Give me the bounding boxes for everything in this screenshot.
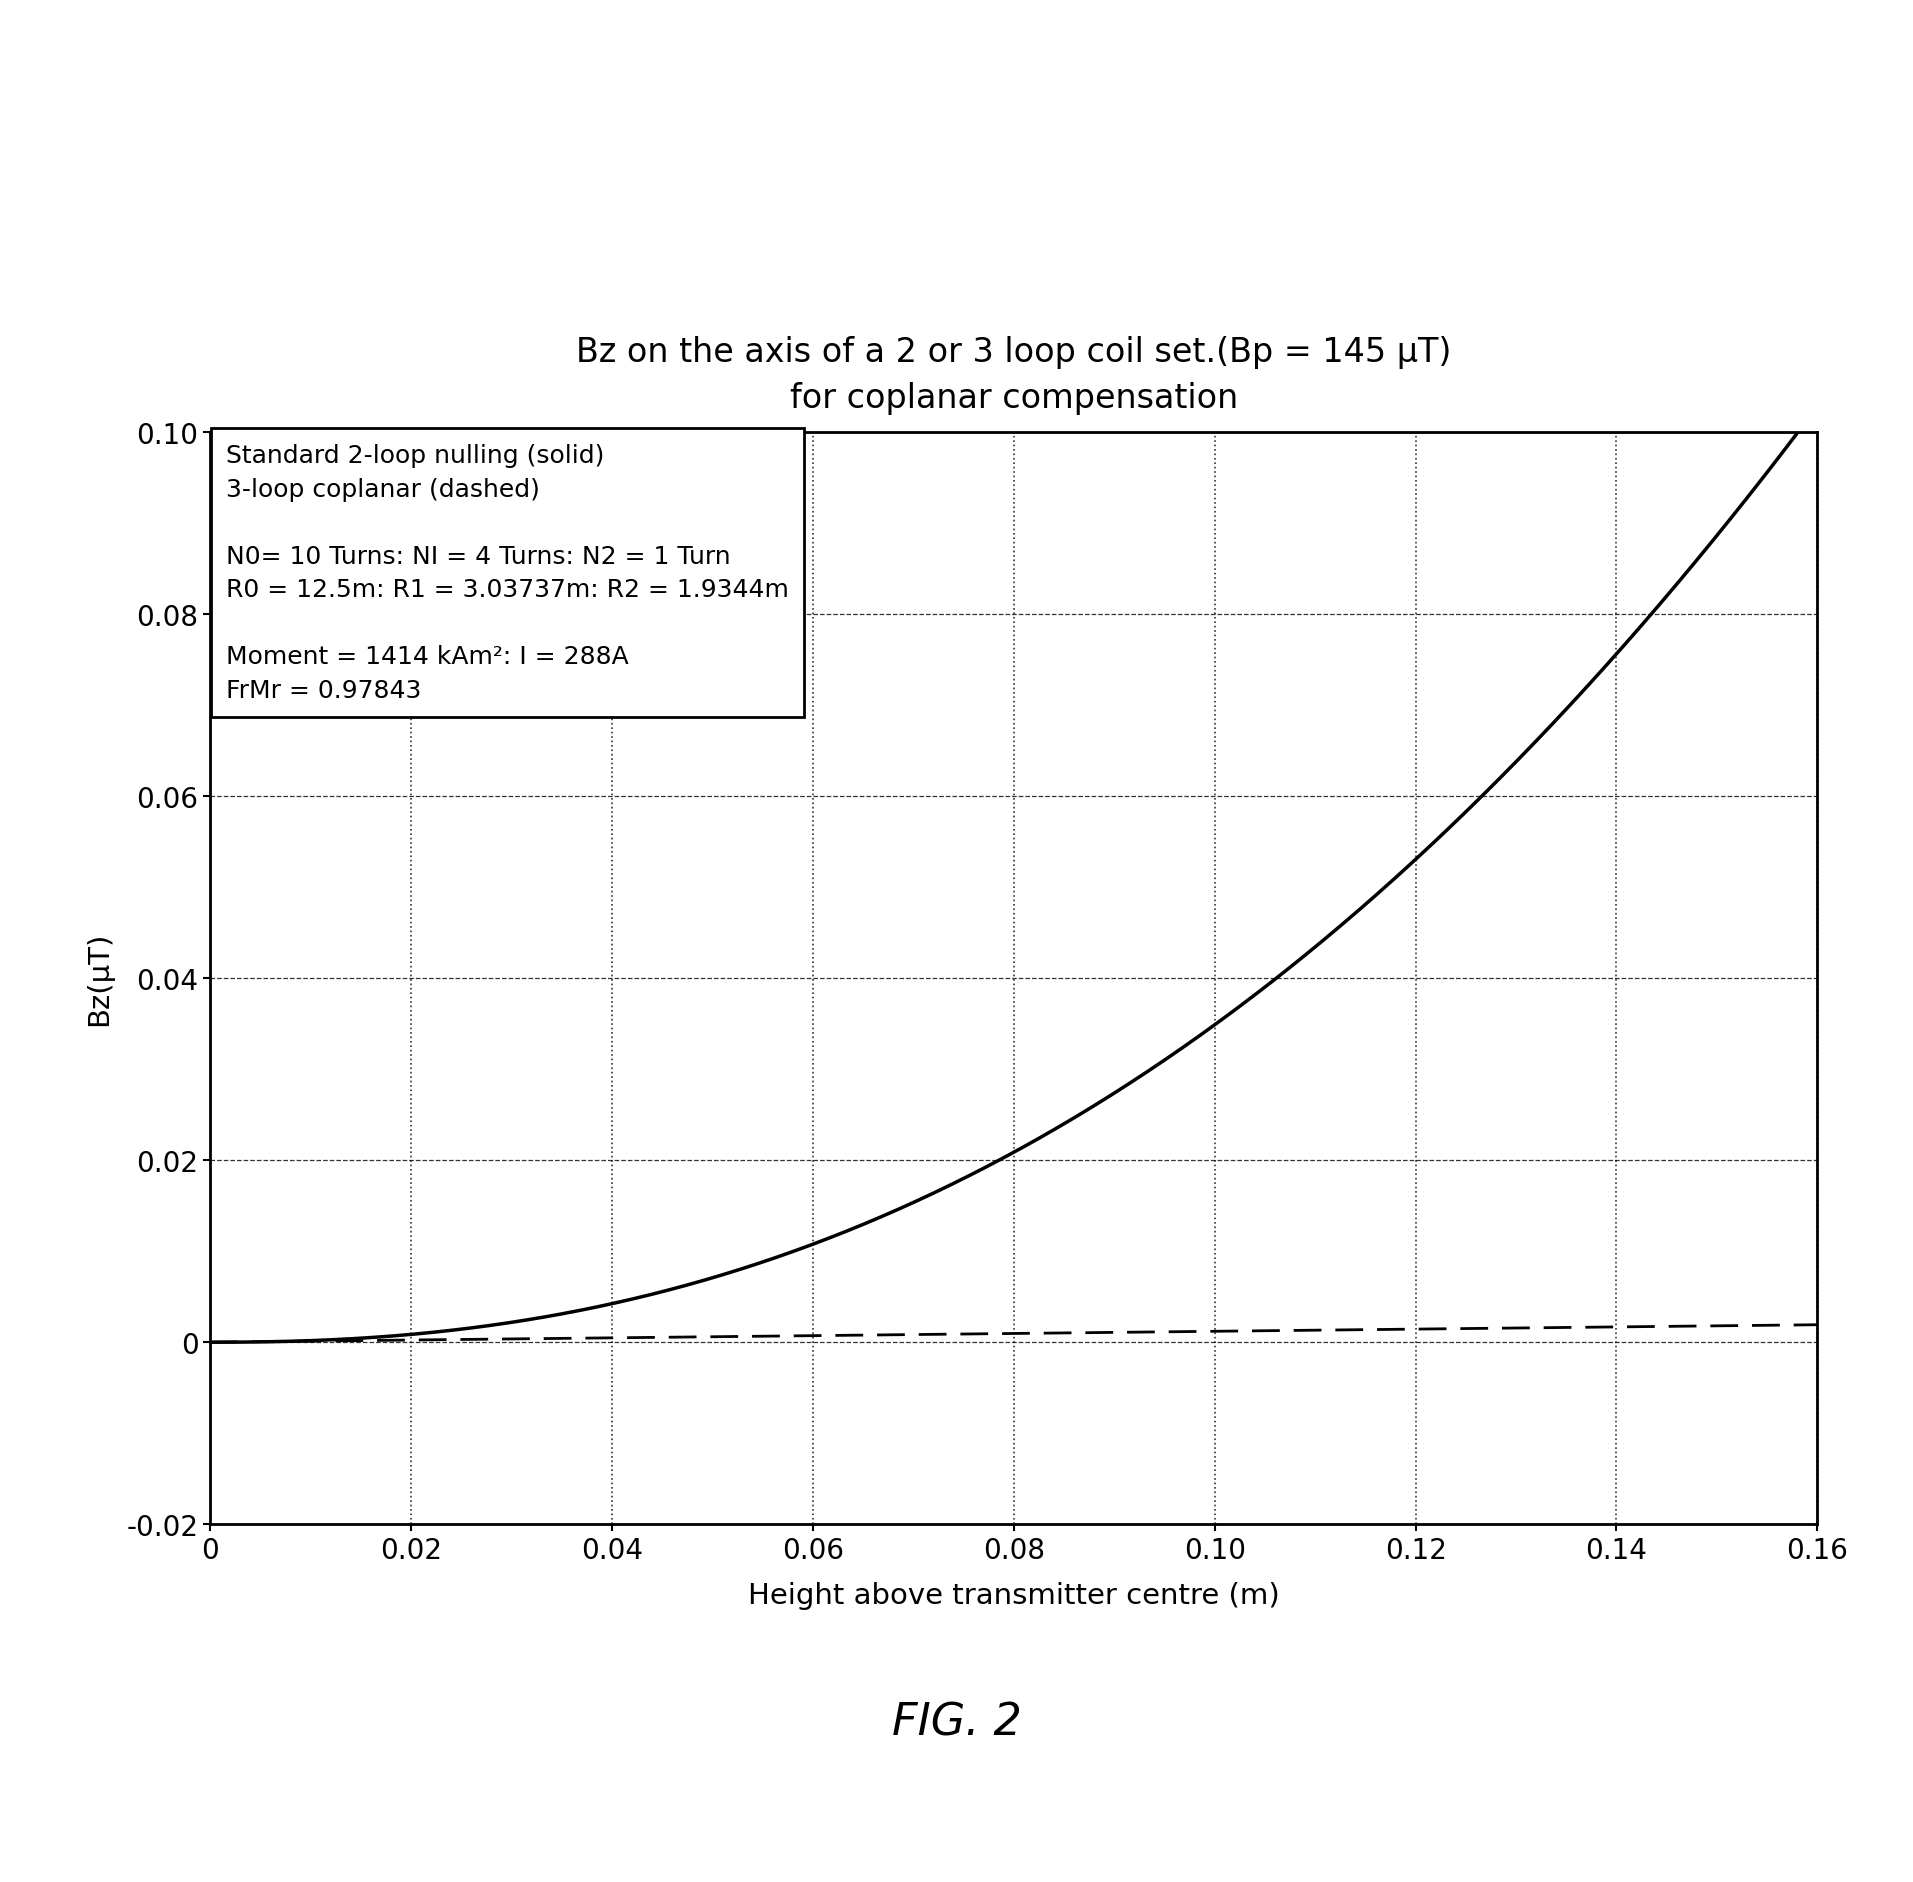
Text: FIG. 2: FIG. 2: [891, 1701, 1022, 1743]
X-axis label: Height above transmitter centre (m): Height above transmitter centre (m): [748, 1581, 1280, 1609]
Text: Standard 2-loop nulling (solid)
3-loop coplanar (dashed)
 
N0= 10 Turns: NI = 4 : Standard 2-loop nulling (solid) 3-loop c…: [226, 444, 790, 702]
Y-axis label: Bz(μT): Bz(μT): [84, 932, 113, 1026]
Title: Bz on the axis of a 2 or 3 loop coil set.(Bp = 145 μT)
for coplanar compensation: Bz on the axis of a 2 or 3 loop coil set…: [576, 335, 1452, 414]
